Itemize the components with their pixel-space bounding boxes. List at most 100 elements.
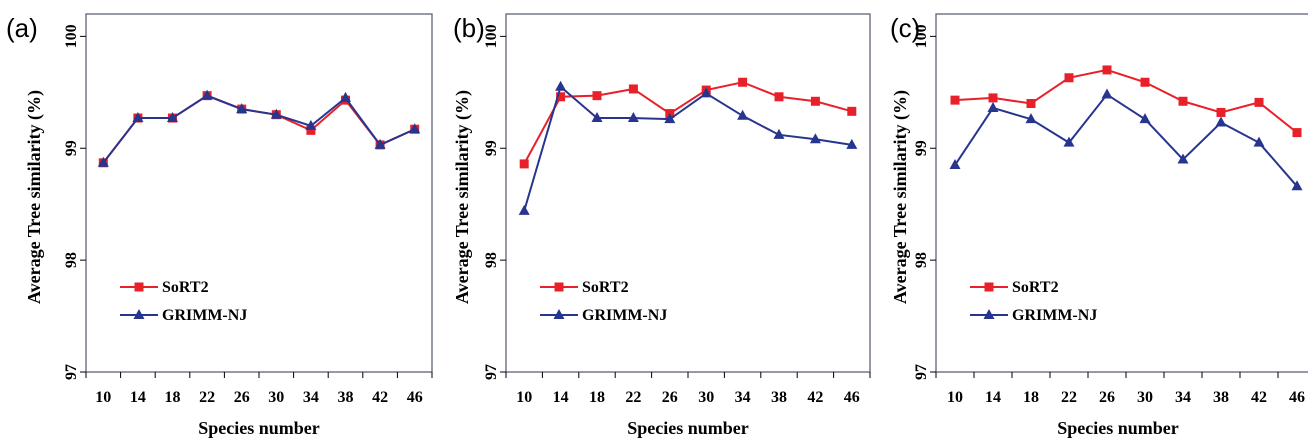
y-axis-title: Average Tree similarity (%) xyxy=(890,90,911,304)
data-point xyxy=(1102,65,1112,75)
data-point xyxy=(97,156,109,167)
series-sort2 xyxy=(98,91,420,168)
data-point xyxy=(738,77,748,87)
legend-label: SoRT2 xyxy=(582,279,629,296)
data-point xyxy=(1140,77,1150,87)
legend: SoRT2 GRIMM-NJ xyxy=(120,279,247,324)
data-point xyxy=(988,93,998,103)
data-point xyxy=(1216,107,1226,117)
series-grimm-nj xyxy=(518,80,858,215)
data-point xyxy=(627,112,639,123)
series-line xyxy=(523,84,852,212)
x-tick-label: 38 xyxy=(338,389,354,406)
x-tick-label: 22 xyxy=(625,389,641,406)
legend-marker xyxy=(984,282,994,292)
x-tick-label: 26 xyxy=(234,389,250,406)
data-point xyxy=(1101,88,1113,99)
x-tick-label: 18 xyxy=(589,389,605,406)
y-tick-label: 100 xyxy=(483,24,500,48)
legend-label: GRIMM-NJ xyxy=(162,307,247,324)
data-point xyxy=(774,92,784,102)
x-tick-label: 10 xyxy=(95,389,111,406)
chart-panel-b: (b) 97 98 99 100 10 14 18 22 26 30 34 38 42 46 Species … xyxy=(452,13,871,438)
data-point xyxy=(1063,136,1075,147)
data-point xyxy=(628,84,638,94)
data-point xyxy=(518,204,530,215)
data-point xyxy=(810,96,820,106)
x-tick-label: 38 xyxy=(771,389,787,406)
x-tick-label: 38 xyxy=(1213,389,1229,406)
x-tick-label: 30 xyxy=(698,389,714,406)
legend-label: GRIMM-NJ xyxy=(582,307,667,324)
y-tick-label: 98 xyxy=(63,252,80,268)
series-sort2 xyxy=(950,65,1302,138)
legend-label: GRIMM-NJ xyxy=(1012,307,1097,324)
x-tick-label: 34 xyxy=(735,389,751,406)
data-point xyxy=(556,92,566,102)
y-tick-label: 98 xyxy=(483,252,500,268)
data-point xyxy=(592,91,602,101)
data-point xyxy=(1139,113,1151,124)
y-tick-label: 100 xyxy=(913,24,930,48)
data-point xyxy=(167,112,178,123)
chart-panel-c: (c) 97 98 99 100 10 14 18 22 26 30 34 38 42 46 Species … xyxy=(890,13,1308,438)
y-tick-label: 98 xyxy=(913,252,930,268)
data-point xyxy=(1178,96,1188,106)
data-point xyxy=(201,89,213,100)
x-tick-label: 46 xyxy=(844,389,860,406)
x-tick-label: 34 xyxy=(1175,389,1191,406)
y-tick-label: 99 xyxy=(63,140,80,156)
data-point xyxy=(950,95,960,105)
data-point xyxy=(664,113,676,124)
series-line xyxy=(954,68,1298,134)
data-point xyxy=(1253,136,1265,147)
data-point xyxy=(1291,180,1303,191)
data-point xyxy=(340,91,351,102)
data-point xyxy=(1064,73,1074,83)
legend-marker xyxy=(554,282,564,292)
data-point xyxy=(555,80,567,91)
x-tick-label: 18 xyxy=(1023,389,1039,406)
x-axis-title: Species number xyxy=(1057,418,1179,438)
data-point xyxy=(374,138,386,149)
y-tick-label: 97 xyxy=(483,364,500,380)
legend: SoRT2 GRIMM-NJ xyxy=(970,279,1097,324)
data-point xyxy=(846,138,858,149)
y-axis-title: Average Tree similarity (%) xyxy=(24,90,45,304)
data-point xyxy=(809,133,821,144)
panel-label: (c) xyxy=(890,13,920,43)
series-sort2 xyxy=(519,77,857,169)
x-tick-label: 30 xyxy=(268,389,284,406)
data-point xyxy=(236,103,248,114)
data-point xyxy=(949,159,961,170)
legend-marker xyxy=(553,309,565,319)
series-grimm-nj xyxy=(97,89,421,167)
x-tick-label: 14 xyxy=(985,389,1001,406)
x-tick-label: 22 xyxy=(1061,389,1077,406)
x-tick-label: 30 xyxy=(1137,389,1153,406)
legend-marker xyxy=(133,309,145,319)
data-point xyxy=(847,106,857,116)
data-point xyxy=(700,87,712,98)
data-point xyxy=(409,123,421,134)
y-tick-label: 100 xyxy=(63,24,80,48)
data-point xyxy=(519,159,529,169)
legend-label: SoRT2 xyxy=(1012,279,1059,296)
data-point xyxy=(987,101,999,112)
panel-label: (b) xyxy=(453,13,485,43)
chart-panel-a: (a) 97 98 99 100 10 14 18 22 26 30 34 38 42 46 Species … xyxy=(6,13,433,438)
x-tick-label: 10 xyxy=(516,389,532,406)
x-tick-label: 46 xyxy=(407,389,423,406)
x-tick-label: 22 xyxy=(199,389,215,406)
data-point xyxy=(591,112,603,123)
data-point xyxy=(1025,113,1037,124)
panel-label: (a) xyxy=(6,13,38,43)
x-axis-title: Species number xyxy=(198,418,320,438)
y-tick-label: 97 xyxy=(913,364,930,380)
y-tick-label: 97 xyxy=(63,364,80,380)
series-line xyxy=(102,94,416,164)
data-point xyxy=(773,128,785,139)
legend-marker xyxy=(134,282,144,292)
legend: SoRT2 GRIMM-NJ xyxy=(540,279,667,324)
